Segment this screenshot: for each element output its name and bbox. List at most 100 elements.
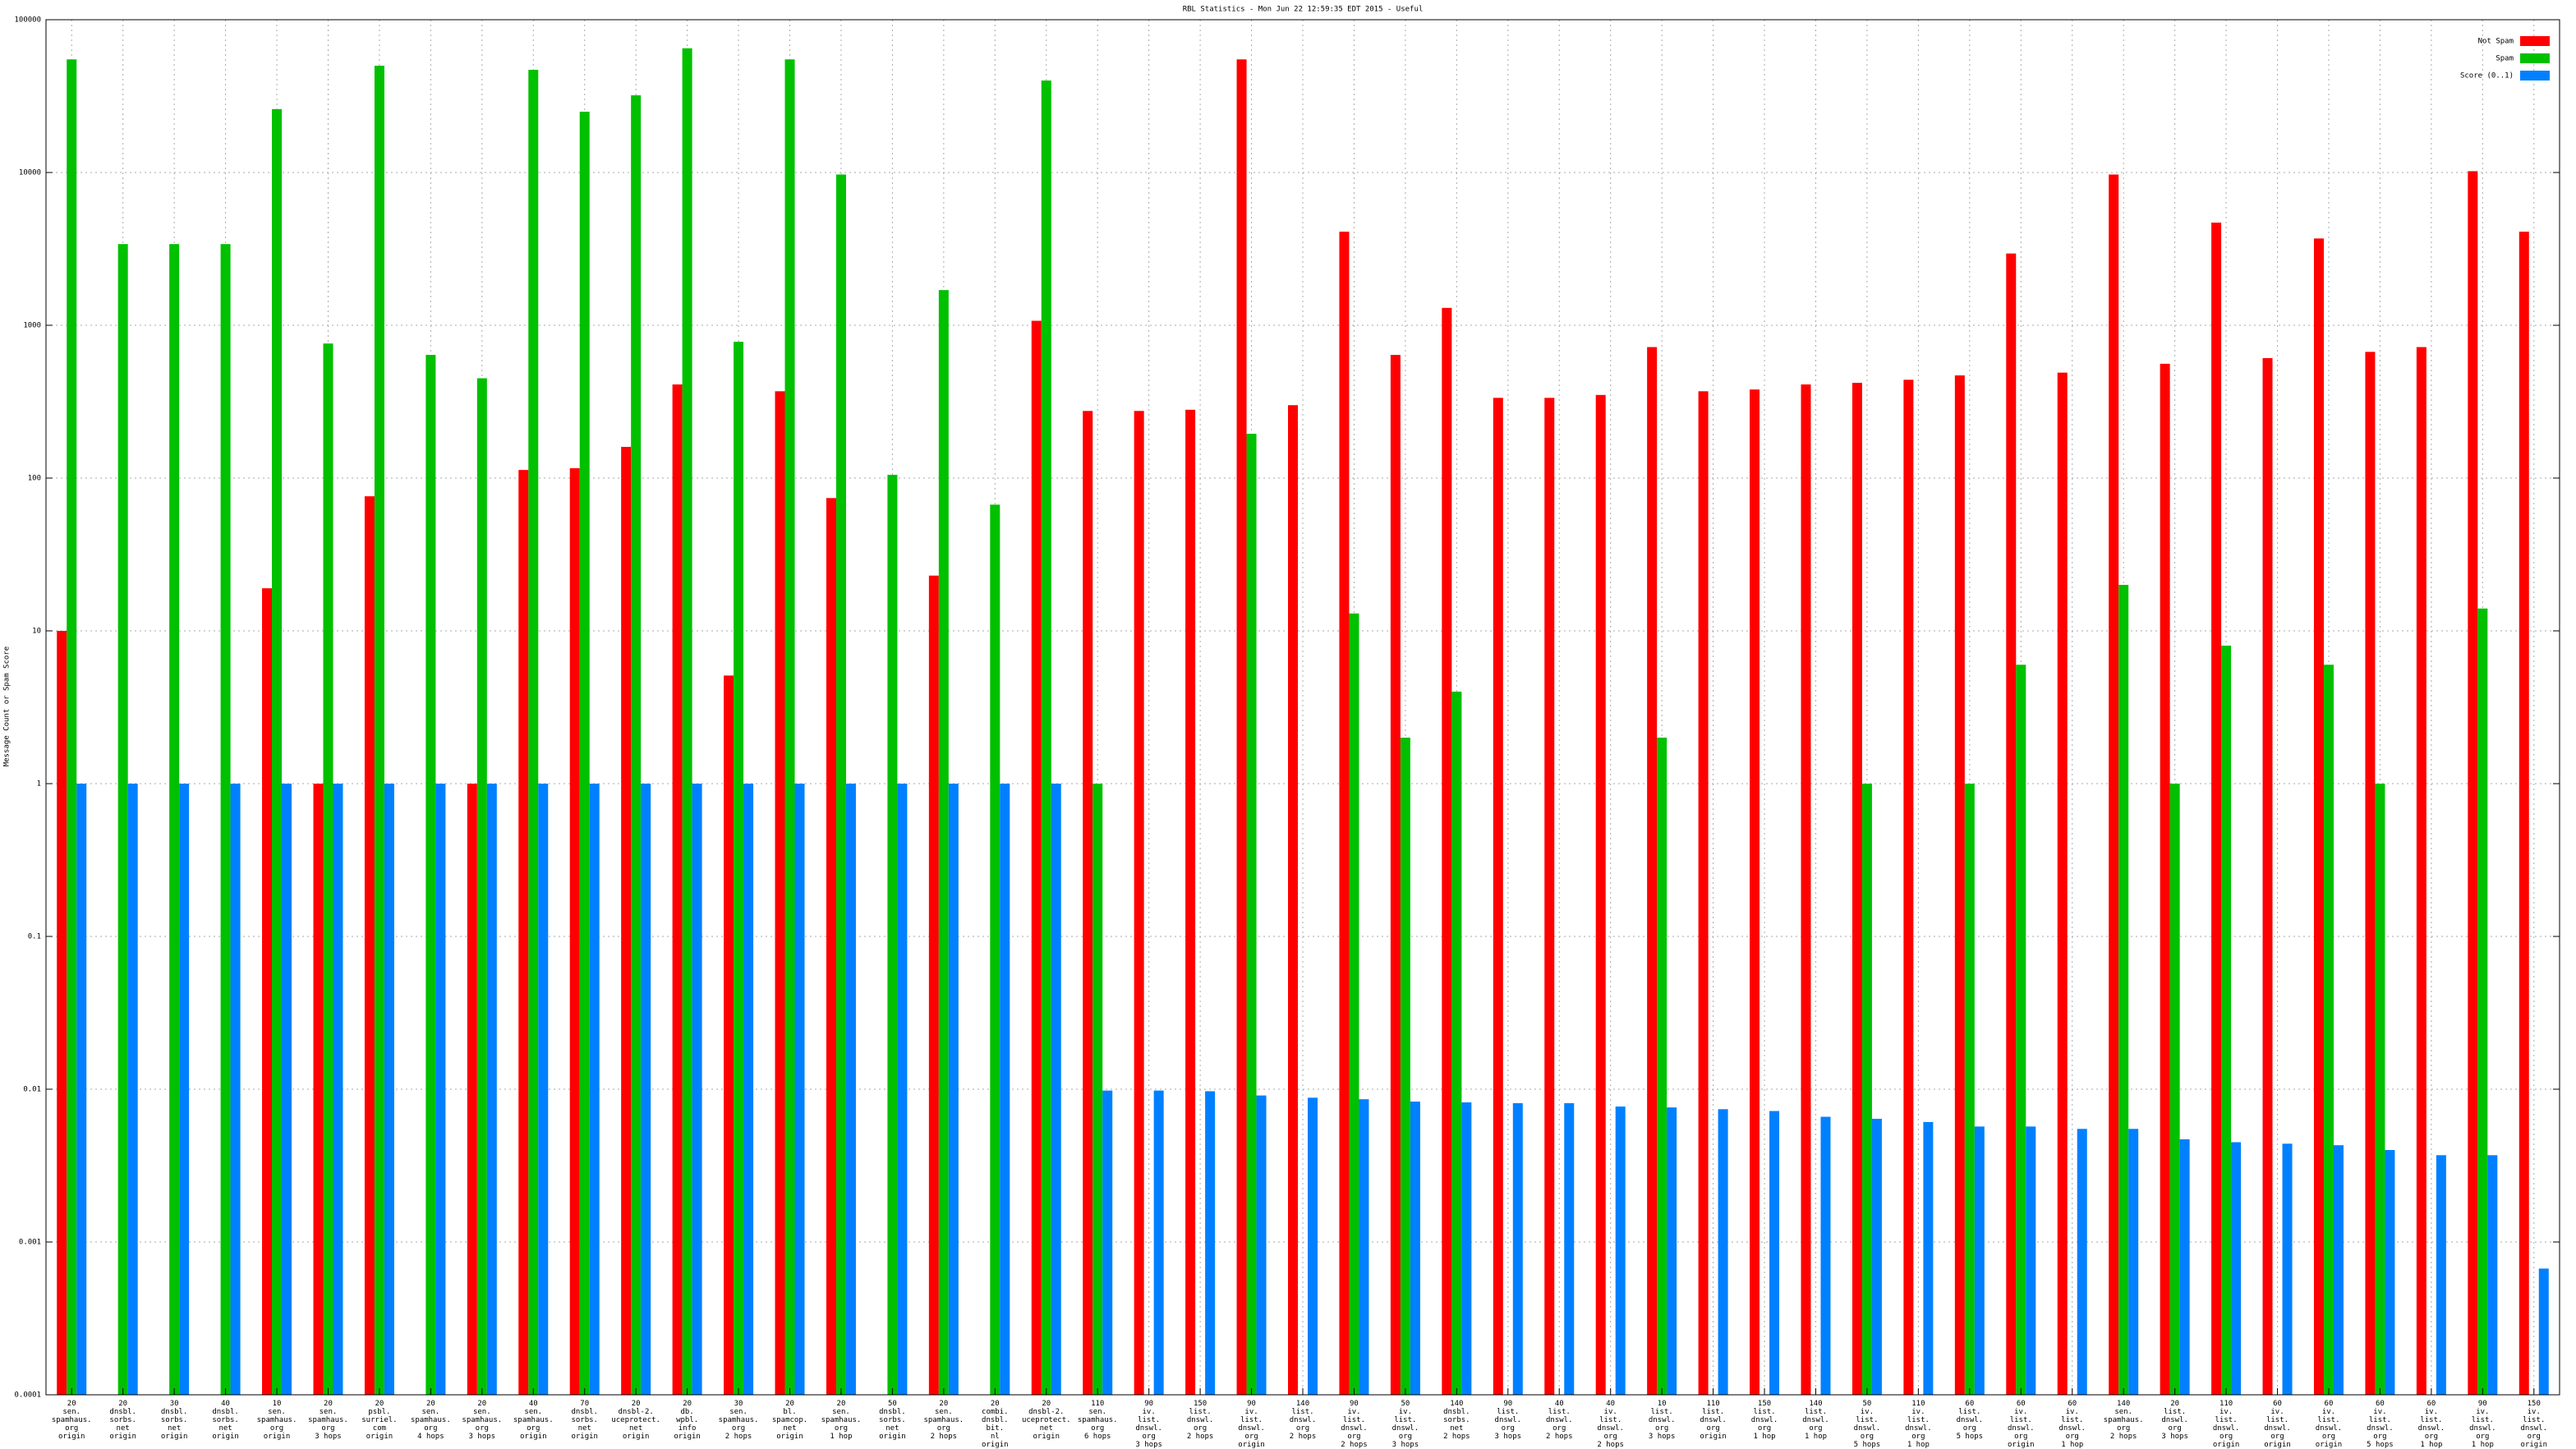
x-tick-label-line: 2 hops [1187, 1433, 1214, 1441]
y-tick-label: 1000 [23, 322, 41, 330]
y-tick-label: 100000 [14, 16, 41, 25]
x-tick-label: 140 dnsbl. sorbs. net 2 hops [1443, 1400, 1470, 1441]
x-tick-label: 20 bl. spamcop. net origin [772, 1400, 807, 1441]
x-tick-label-line: iv. [1911, 1408, 1925, 1416]
x-tick-label-line: dnswl. [1649, 1416, 1676, 1424]
x-tick-label-line: spamhaus. [411, 1416, 451, 1424]
x-tick-label-line: dnswl. [2418, 1424, 2445, 1433]
x-tick-label-line: dnswl. [2316, 1424, 2343, 1433]
bar [2538, 1268, 2549, 1395]
bar [579, 111, 590, 1395]
x-tick-label-line: iv. [1244, 1408, 1258, 1416]
x-tick-label-line: dnswl. [1341, 1424, 1368, 1433]
x-tick-label: 20 db. wpbl. info origin [674, 1400, 701, 1441]
x-tick-label-line: 60 [2068, 1400, 2077, 1408]
bar [569, 468, 580, 1396]
bar [692, 784, 702, 1395]
x-tick-label-line: iv. [1399, 1408, 1412, 1416]
x-tick-label-line: 20 [2170, 1400, 2179, 1408]
x-tick-label-line: origin [2008, 1441, 2035, 1449]
x-tick-label-line: info [678, 1424, 697, 1433]
x-tick-label-line: dnsbl. [879, 1408, 906, 1416]
bar [467, 784, 477, 1395]
x-tick-label-line: origin [264, 1433, 291, 1441]
bar [784, 59, 795, 1396]
bar [272, 108, 283, 1396]
x-tick-label: 60 iv. list. dnswl. org 1 hop [2058, 1400, 2086, 1449]
x-tick-label-line: net [218, 1424, 232, 1433]
bar [2477, 608, 2488, 1395]
x-tick-label: 140 list. dnswl. org 1 hop [1802, 1400, 1829, 1441]
bar [734, 342, 744, 1395]
x-tick-label-line: dnswl. [1905, 1424, 1932, 1433]
x-tick-label-line: iv. [2373, 1408, 2386, 1416]
x-tick-label-line: sen. [524, 1408, 542, 1416]
x-tick-label-line: list. [1394, 1416, 1416, 1424]
x-tick-label-line: origin [2213, 1441, 2240, 1449]
x-tick-label-line: origin [982, 1441, 1009, 1449]
x-tick-label-line: 110 [1911, 1400, 1925, 1408]
x-tick-label-line: 60 [1965, 1400, 1974, 1408]
x-tick-label-line: list. [1958, 1408, 1980, 1416]
bar [1871, 1119, 1882, 1395]
x-tick-label-line: net [578, 1424, 591, 1433]
y-tick-label: 10 [32, 628, 41, 636]
x-tick-label-line: 3 hops [315, 1433, 342, 1441]
x-tick-label-line: 2 hops [1546, 1433, 1573, 1441]
x-tick-label-line: dnswl. [1290, 1416, 1317, 1424]
bar [2057, 372, 2068, 1395]
bar [2109, 174, 2119, 1396]
bar [323, 343, 334, 1395]
bar [2518, 232, 2529, 1395]
bar [1512, 1103, 1523, 1395]
x-tick-label-line: 50 [888, 1400, 897, 1408]
x-tick-label: 60 iv. list. dnswl. org 1 hop [2418, 1400, 2445, 1449]
bar [1493, 398, 1503, 1395]
x-tick-label-line: sorbs. [161, 1416, 188, 1424]
x-tick-label-line: net [168, 1424, 181, 1433]
bar [1861, 784, 1872, 1395]
x-tick-label-line: 5 hops [2367, 1441, 2394, 1449]
bar [1564, 1103, 1575, 1395]
bar [1801, 384, 1811, 1395]
x-tick-label-line: list. [1240, 1416, 1263, 1424]
x-tick-label-line: 10 [1658, 1400, 1667, 1408]
x-tick-label: 20 sen. spamhaus. org 1 hop [821, 1400, 862, 1441]
x-tick-label-line: dnsbl. [571, 1408, 598, 1416]
x-tick-label-line: dnsbl. [212, 1408, 239, 1416]
bar [1205, 1091, 1216, 1395]
x-tick-label-line: 40 [529, 1400, 538, 1408]
bar [1750, 389, 1760, 1395]
x-tick-label-line: net [1040, 1424, 1053, 1433]
bar [897, 784, 908, 1395]
x-tick-label-line: 40 [1606, 1400, 1615, 1408]
x-tick-label-line: 1 hop [2420, 1441, 2442, 1449]
x-tick-label-line: sen. [935, 1408, 953, 1416]
bar [2282, 1143, 2293, 1395]
bar [1102, 1090, 1113, 1395]
bar [1852, 383, 1862, 1395]
bar [2118, 585, 2129, 1395]
bar [1718, 1109, 1728, 1395]
bar [435, 784, 446, 1395]
x-tick-label-line: org [1347, 1433, 1360, 1441]
x-tick-label-line: list. [1343, 1416, 1365, 1424]
x-tick-label-line: org [1194, 1424, 1207, 1433]
bar [1647, 347, 1658, 1396]
bar [127, 784, 138, 1395]
x-tick-label-line: org [835, 1424, 848, 1433]
x-tick-label-line: combi. [982, 1408, 1009, 1416]
x-tick-label-line: 110 [1706, 1400, 1719, 1408]
x-tick-label-line: 2 hops [931, 1433, 958, 1441]
x-tick-label-line: dnswl. [2213, 1424, 2240, 1433]
bar [57, 631, 67, 1395]
x-tick-label: 110 iv. list. dnswl. org 1 hop [1905, 1400, 1932, 1449]
x-tick-label-line: net [886, 1424, 899, 1433]
x-tick-label-line: 2 hops [725, 1433, 752, 1441]
y-tick-label: 1 [37, 780, 41, 789]
x-tick-label-line: sen. [1088, 1408, 1106, 1416]
x-tick-label-line: sen. [473, 1408, 491, 1416]
x-tick-label-line: 140 [1450, 1400, 1463, 1408]
x-tick-label: 90 list. dnswl. org 3 hops [1495, 1400, 1522, 1441]
